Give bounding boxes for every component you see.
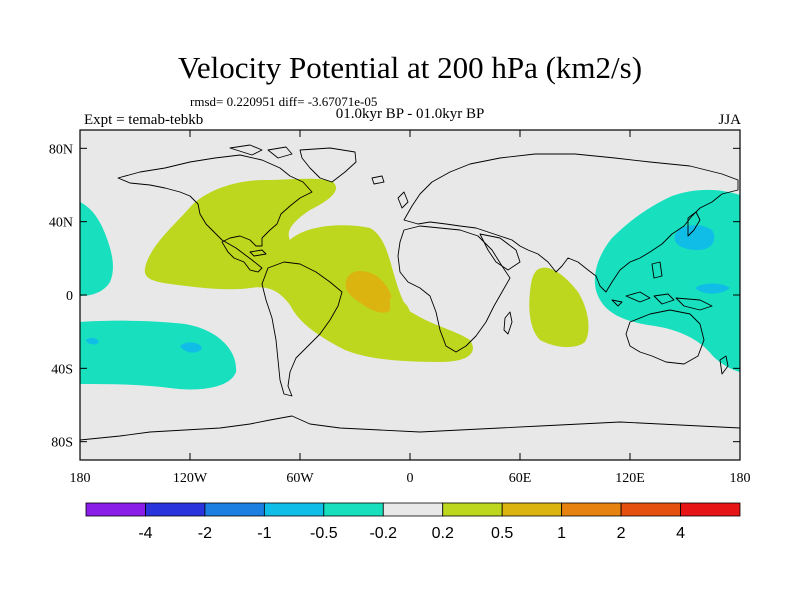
lat-tick-label: 80N [49,142,73,157]
lat-tick-label: 0 [66,289,73,304]
lon-tick-label: 180 [70,471,91,486]
colorbar-label: 0.5 [491,525,513,542]
plot-title: Velocity Potential at 200 hPa (km2/s) [177,50,643,85]
region-south-pacific-minimum-west [86,337,99,345]
lon-tick-label: 180 [730,471,751,486]
region-south-pacific-negative [80,320,237,390]
region-west-pacific-minimum [674,225,715,250]
colorbar-label: 1 [557,525,566,542]
colorbar-label: 4 [676,525,685,542]
colorbar-swatch [501,502,563,517]
colorbar-swatch [680,502,741,517]
colorbar-label: 2 [617,525,626,542]
comparison-label: 01.0kyr BP - 01.0kyr BP [335,106,485,122]
colorbar-swatch [323,502,384,517]
region-indian-ocean-positive [529,267,589,348]
lat-tick-label: 40N [49,216,73,231]
colorbar-label: -4 [138,525,152,542]
colorbar-label: -0.5 [310,525,338,542]
colorbar-label: -2 [198,525,212,542]
coastlines [80,144,740,441]
region-south-atlantic-maximum [345,270,393,313]
season-label: JJA [718,112,741,128]
colorbar-swatch [85,502,146,517]
colorbar-label: -0.2 [369,525,397,542]
region-west-african-positive [390,297,411,324]
colorbar-swatch [145,502,206,517]
colorbar-swatch [263,502,325,517]
colorbar-swatch [620,502,681,517]
experiment-label: Expt = temab-tebkb [84,112,204,128]
lon-tick-label: 120E [615,471,645,486]
colorbar-label: 0.2 [432,525,454,542]
lon-tick-label: 120W [173,471,208,486]
colorbar-label: -1 [257,525,271,542]
lon-tick-label: 0 [407,471,414,486]
colorbar-swatch [442,502,503,517]
lon-tick-label: 60E [509,471,532,486]
colorbar-swatch [561,502,622,517]
region-south-pacific-minimum [180,342,202,353]
region-west-pacific-minimum-south [695,283,730,294]
colorbar-swatch [204,502,265,517]
colorbar-swatch [382,502,444,517]
lat-tick-label: 40S [51,362,73,377]
region-east-pacific-negative [80,202,113,296]
lat-tick-label: 80S [51,436,73,451]
stats-line: rmsd= 0.220951 diff= -3.67071e-05 [190,94,378,109]
lon-tick-label: 60W [286,471,314,486]
